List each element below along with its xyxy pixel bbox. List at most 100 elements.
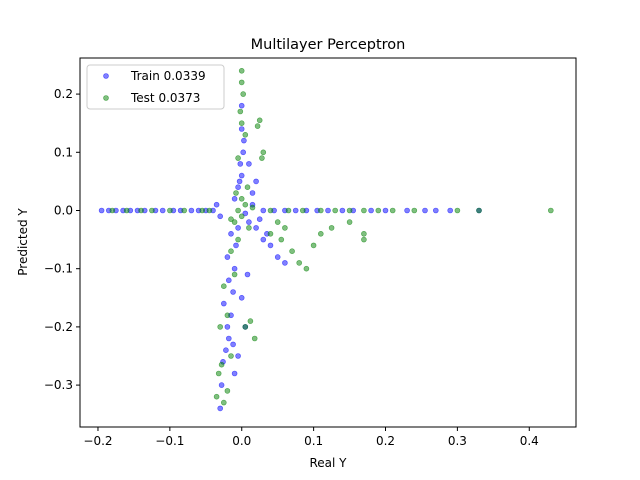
scatter-point xyxy=(215,370,222,377)
scatter-point xyxy=(328,225,335,231)
scatter-point xyxy=(233,242,239,249)
legend-box xyxy=(86,64,225,110)
scatter-point xyxy=(235,207,241,214)
scatter-point xyxy=(256,216,263,222)
legend: Train 0.0339 Test 0.0373 xyxy=(86,64,225,110)
plot-frame xyxy=(79,57,577,428)
scatter-point xyxy=(238,120,245,126)
scatter-point xyxy=(226,277,232,284)
y-tick-label: 0.1 xyxy=(54,145,73,159)
scatter-point xyxy=(228,353,234,359)
y-tick-label: −0.3 xyxy=(44,378,73,392)
scatter-point xyxy=(228,231,234,237)
scatter-point xyxy=(285,207,292,214)
scatter-point xyxy=(159,207,166,214)
x-tick-label: 0.0 xyxy=(232,434,251,448)
scatter-point xyxy=(296,260,303,266)
scatter-point xyxy=(254,123,261,129)
scatter-point xyxy=(238,126,245,132)
scatter-point xyxy=(138,207,144,214)
x-tick-label: 0.2 xyxy=(376,434,395,448)
scatter-point xyxy=(217,324,223,330)
scatter-point xyxy=(274,254,281,260)
scatter-point xyxy=(292,207,299,214)
scatter-point xyxy=(213,393,220,400)
scatter-point xyxy=(242,324,249,330)
scatter-point xyxy=(260,207,267,214)
scatter-point xyxy=(228,248,234,254)
scatter-point xyxy=(242,201,249,208)
chart-title: Multilayer Perceptron xyxy=(251,37,406,53)
scatter-point xyxy=(389,207,396,214)
scatter-point xyxy=(368,207,374,214)
scatter-point xyxy=(238,172,245,179)
scatter-point xyxy=(188,207,195,214)
scatter-point xyxy=(249,190,256,196)
scatter-point xyxy=(235,155,241,161)
scatter-point xyxy=(317,207,324,214)
scatter-point xyxy=(221,399,227,406)
plot-background xyxy=(80,58,576,427)
y-axis-label: Predicted Y xyxy=(16,208,30,276)
x-axis-ticks: −0.2 −0.1 0.0 0.1 0.2 0.3 0.4 xyxy=(83,427,539,448)
x-tick-label: 0.3 xyxy=(448,434,467,448)
scatter-point xyxy=(224,312,231,319)
x-tick-label: −0.1 xyxy=(155,434,184,448)
scatter-point xyxy=(278,236,285,243)
scatter-point xyxy=(238,196,245,202)
scatter-point xyxy=(213,201,220,208)
scatter-point xyxy=(246,225,252,231)
scatter-point xyxy=(181,207,187,214)
scatter-point xyxy=(256,117,263,124)
scatter-point xyxy=(267,207,274,214)
legend-marker-train xyxy=(103,73,109,79)
scatter-point xyxy=(246,219,252,225)
scatter-point xyxy=(109,207,116,214)
scatter-point xyxy=(260,149,267,156)
scatter-point xyxy=(241,137,247,144)
scatter-point xyxy=(422,207,428,214)
scatter-point xyxy=(260,236,267,243)
legend-label-test: Test 0.0373 xyxy=(130,91,200,105)
scatter-point xyxy=(259,155,265,161)
scatter-point xyxy=(231,196,238,202)
scatter-point xyxy=(149,207,155,214)
points-layer xyxy=(98,68,554,412)
scatter-point xyxy=(217,405,223,412)
scatter-point xyxy=(249,204,256,211)
scatter-point xyxy=(310,242,317,249)
scatter-point xyxy=(267,231,274,237)
scatter-point xyxy=(230,289,236,295)
scatter-point xyxy=(238,294,245,301)
scatter-point xyxy=(339,207,346,214)
scatter-point xyxy=(233,190,239,196)
scatter-point xyxy=(267,242,274,249)
scatter-point xyxy=(231,265,238,272)
scatter-point xyxy=(235,236,241,243)
scatter-point xyxy=(223,347,229,354)
scatter-point xyxy=(404,207,410,214)
scatter-point xyxy=(244,184,251,190)
scatter-point xyxy=(253,225,259,231)
scatter-point xyxy=(238,68,245,74)
scatter-point xyxy=(317,231,324,237)
scatter-point xyxy=(238,102,245,109)
scatter-point xyxy=(411,207,418,214)
scatter-point xyxy=(224,254,231,260)
scatter-point xyxy=(231,370,238,377)
y-tick-label: −0.2 xyxy=(44,320,73,334)
scatter-point xyxy=(218,382,225,388)
y-axis-ticks: 0.2 0.1 0.0 −0.1 −0.2 −0.3 xyxy=(44,87,80,392)
scatter-point xyxy=(237,108,244,115)
scatter-point xyxy=(217,213,223,220)
scatter-point xyxy=(221,283,227,290)
scatter-point xyxy=(231,219,238,225)
x-tick-label: −0.2 xyxy=(83,434,112,448)
scatter-point xyxy=(247,318,254,324)
scatter-point xyxy=(432,207,439,214)
scatter-point xyxy=(167,207,173,214)
scatter-point xyxy=(242,210,249,217)
scatter-point xyxy=(346,207,353,214)
x-axis-label: Real Y xyxy=(309,456,347,470)
